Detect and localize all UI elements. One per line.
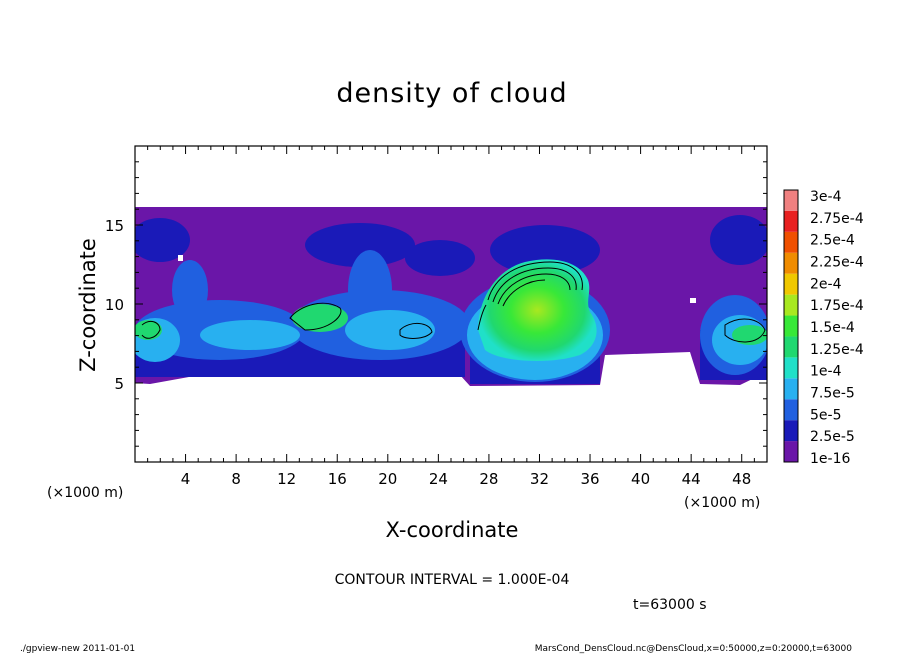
colorbar-swatch bbox=[784, 336, 798, 358]
density-field bbox=[135, 207, 767, 386]
x-tick-label: 48 bbox=[732, 470, 751, 488]
colorbar-label: 3e-4 bbox=[810, 189, 842, 205]
colorbar: 1e-16 2.5e-5 5e-5 7.5e-5 1e-4 1.25e-4 1.5e-4 1.… bbox=[783, 189, 864, 467]
colorbar-label: 1e-4 bbox=[810, 364, 842, 380]
x-tick-label: 8 bbox=[231, 470, 241, 488]
colorbar-swatch bbox=[784, 190, 798, 211]
colorbar-label: 7.5e-5 bbox=[810, 386, 855, 402]
time-label: t=63000 s bbox=[633, 597, 707, 613]
colorbar-swatch bbox=[784, 294, 798, 316]
colorbar-swatch bbox=[784, 252, 798, 274]
tick-marks bbox=[135, 146, 767, 462]
colorbar-frame bbox=[783, 189, 799, 463]
x-tick-label: 44 bbox=[682, 470, 701, 488]
x-tick-label: 4 bbox=[181, 470, 191, 488]
y-tick-label: 10 bbox=[105, 296, 124, 314]
colorbar-label: 1e-16 bbox=[810, 451, 850, 467]
colorbar-swatch bbox=[784, 273, 798, 295]
colorbar-swatch bbox=[784, 378, 798, 400]
colorbar-label: 5e-5 bbox=[810, 407, 841, 423]
colorbar-swatch bbox=[784, 315, 798, 337]
contour-interval-label: CONTOUR INTERVAL = 1.000E-04 bbox=[335, 572, 570, 588]
x-tick-label: 40 bbox=[631, 470, 650, 488]
y-tick-labels: 5 10 15 bbox=[105, 217, 124, 393]
colorbar-swatch bbox=[784, 357, 798, 379]
colorbar-swatch bbox=[784, 210, 798, 232]
colorbar-swatch bbox=[784, 441, 798, 462]
x-tick-label: 28 bbox=[479, 470, 498, 488]
colorbar-label: 1.75e-4 bbox=[810, 298, 864, 314]
x-tick-label: 12 bbox=[277, 470, 296, 488]
x-tick-label: 32 bbox=[530, 470, 549, 488]
chart-title: density of cloud bbox=[336, 78, 567, 109]
x-unit-right: (×1000 m) bbox=[684, 495, 760, 511]
colorbar-swatch bbox=[784, 231, 798, 253]
footer-left: ./gpview-new 2011-01-01 bbox=[20, 644, 135, 654]
colorbar-label: 2.75e-4 bbox=[810, 211, 864, 227]
x-axis-label: X-coordinate bbox=[386, 518, 519, 542]
colorbar-label: 2.5e-5 bbox=[810, 429, 855, 445]
x-unit-left: (×1000 m) bbox=[47, 485, 123, 501]
y-tick-label: 15 bbox=[105, 217, 124, 235]
colorbar-label: 1.5e-4 bbox=[810, 320, 855, 336]
colorbar-label: 1.25e-4 bbox=[810, 342, 864, 358]
colorbar-label: 2.5e-4 bbox=[810, 233, 855, 249]
x-tick-label: 16 bbox=[328, 470, 347, 488]
colorbar-swatch bbox=[784, 399, 798, 421]
x-tick-label: 20 bbox=[378, 470, 397, 488]
y-tick-label: 5 bbox=[114, 375, 124, 393]
y-axis-label: Z-coordinate bbox=[76, 238, 100, 372]
x-tick-labels: 4 8 12 16 20 24 28 32 36 40 44 48 bbox=[181, 470, 751, 488]
contour-lines bbox=[141, 261, 766, 343]
convective-core bbox=[478, 259, 597, 362]
colorbar-swatch bbox=[784, 420, 798, 442]
colorbar-label: 2.25e-4 bbox=[810, 255, 864, 271]
x-tick-label: 24 bbox=[429, 470, 448, 488]
x-tick-label: 36 bbox=[580, 470, 599, 488]
footer-right: MarsCond_DensCloud.nc@DensCloud,x=0:5000… bbox=[535, 644, 852, 654]
colorbar-label: 2e-4 bbox=[810, 276, 842, 292]
